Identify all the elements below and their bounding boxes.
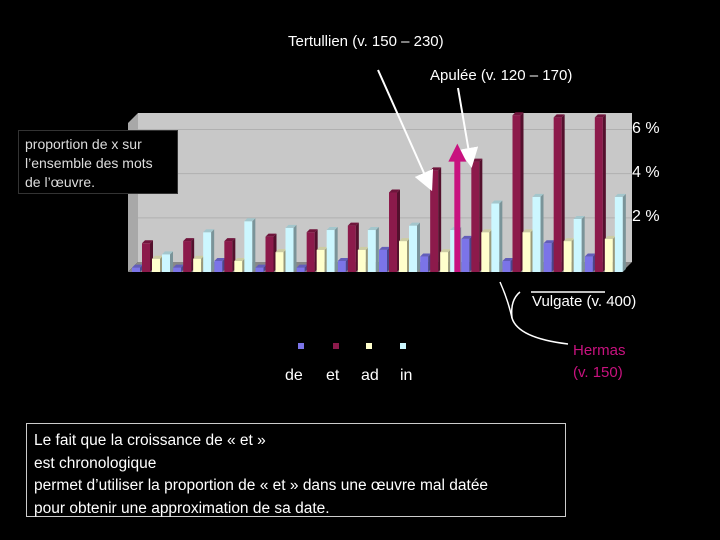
explanation-line-4: pour obtenir une approximation de sa dat… [34,499,330,517]
bar-ad-7 [399,238,410,272]
bar-et-6 [347,222,359,272]
vulgate-connector [510,291,605,345]
bar-ad-2 [193,255,205,272]
bar-et-9 [471,158,483,272]
legend-label-de: de [285,367,303,384]
bar-in-5 [326,227,338,272]
bar-et-12 [594,114,606,273]
bar-in-9 [491,200,503,272]
bar-ad-11 [563,238,575,272]
bar-et-10 [512,112,524,272]
y-tick-label: 2 % [632,207,660,225]
explanation-line-2: est chronologique [34,454,157,472]
bar-de-8 [420,253,432,272]
bar-in-6 [367,227,379,272]
bar-in-10 [532,193,544,272]
y-tick-label: 4 % [632,163,660,181]
bar-de-9 [461,235,473,272]
bar-in-4 [285,224,297,272]
y-axis-note: proportion de x sur l’ensemble des mots … [18,130,178,194]
bar-de-6 [337,257,349,272]
bar-et-2 [183,238,195,272]
y-tick-label: 6 % [632,119,660,137]
bars-group [132,112,626,273]
bar-ad-3 [234,257,246,272]
bar-et-8 [430,167,442,272]
bar-ad-5 [316,246,328,272]
apulee-arrow [457,87,479,168]
apulee-label: Apulée (v. 120 – 170) [430,67,573,84]
legend-swatch-ad [366,343,372,349]
vulgate-label: Vulgate (v. 400) [532,293,637,310]
bar-ad-4 [275,249,287,272]
bar-in-11 [573,216,585,272]
bar-ad-12 [604,235,616,272]
bar-in-12 [614,193,626,272]
bar-et-3 [224,238,236,272]
bar-de-10 [502,257,514,272]
bar-de-11 [543,240,555,272]
bar-ad-1 [152,255,163,272]
bar-et-5 [306,229,318,272]
hermas-arrow [448,143,467,272]
legend-swatch-et [333,343,339,349]
bar-ad-10 [522,229,534,272]
chart-back-wall [138,113,632,262]
bar-in-2 [203,229,215,272]
bar-et-11 [553,114,565,273]
tertullien-label: Tertullien (v. 150 – 230) [288,33,444,50]
legend-label-et: et [326,367,340,384]
legend-swatch-in [400,343,406,349]
bar-in-3 [244,218,256,272]
legend-swatch-de [298,343,304,349]
hermas-label-line1: Hermas [573,342,626,359]
hermas-arrow-shape [448,143,467,272]
bar-ad-9 [481,229,493,272]
annotation-arrows [377,69,605,345]
legend-label-ad: ad [361,367,379,384]
bar-ad-8 [440,249,452,272]
bar-de-12 [584,253,596,272]
hermas-label-line2: (v. 150) [573,364,623,381]
bar-de-3 [214,257,226,272]
bar-et-4 [265,233,277,272]
bar-ad-6 [357,246,369,272]
bar-et-1 [142,240,153,272]
hermas-label: Hermas (v. 150) [573,340,626,384]
bar-de-7 [379,246,390,272]
vulgate-pointer [499,281,513,319]
legend-label-in: in [400,367,413,384]
bar-in-1 [162,251,173,272]
bar-in-7 [409,222,420,272]
explanation-line-3: permet d’utiliser la proportion de « et … [34,477,489,494]
explanation-line-1: Le fait que la croissance de « et » [34,432,266,449]
tertullien-arrow [377,69,434,192]
bar-et-7 [389,189,400,272]
explanation-box: Le fait que la croissance de « et » est … [26,423,566,517]
